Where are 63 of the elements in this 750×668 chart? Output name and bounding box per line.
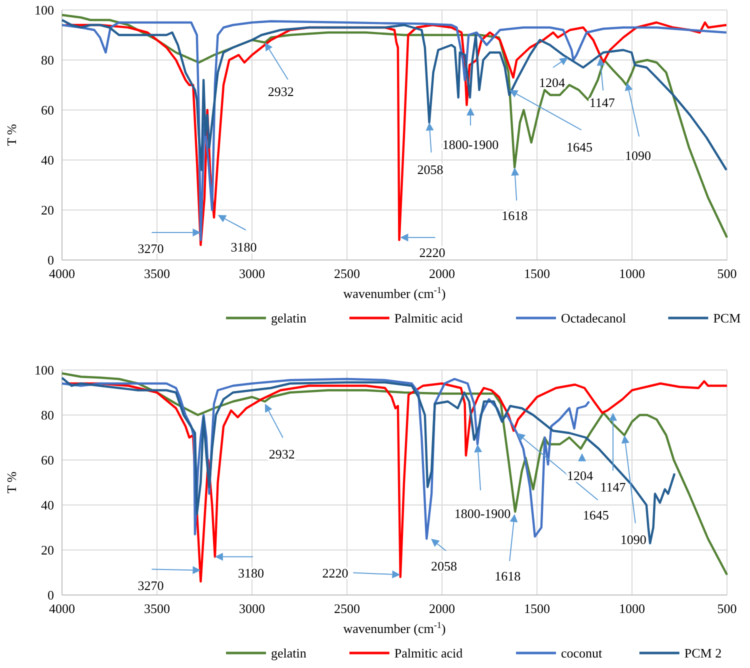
x-tick-label: 500 — [717, 601, 737, 616]
annotation: 1645 — [566, 140, 592, 155]
x-tick-label: 4000 — [49, 266, 75, 281]
y-tick-label: 80 — [41, 52, 54, 68]
x-tick-label: 1500 — [524, 266, 550, 281]
legend-label: gelatin — [271, 646, 307, 661]
x-tick-label: 2500 — [334, 601, 360, 616]
legend-label: coconut — [561, 646, 603, 661]
annotation: 2058 — [430, 558, 457, 574]
annotation: 1090 — [625, 148, 652, 164]
x-tick-label: 1000 — [619, 601, 645, 616]
y-tick-label: 60 — [41, 452, 54, 468]
annotation: 1204 — [538, 75, 566, 90]
y-tick-label: 100 — [34, 2, 54, 18]
annotation: 2932 — [268, 446, 295, 462]
line-series — [60, 376, 676, 544]
annotation: 2220 — [419, 245, 446, 260]
x-axis-title: wavenumber (cm$^{-1}$) — [343, 285, 446, 301]
legend-label: PCM 2 — [684, 646, 722, 661]
x-tick-label: 1500 — [524, 601, 550, 616]
x-tick-label: 3500 — [144, 601, 170, 616]
legend-label: PCM — [713, 310, 742, 326]
x-tick-label: 2000 — [429, 601, 455, 616]
x-tick-label: 2000 — [429, 266, 455, 281]
x-tick-label: 500 — [717, 266, 737, 281]
y-tick-label: 100 — [34, 362, 54, 378]
x-tick-label: 4000 — [49, 601, 75, 616]
annotation: 2932 — [268, 84, 294, 100]
legend-label: Palmitic acid — [394, 646, 464, 661]
annotation: 3270 — [138, 578, 164, 593]
annotation: 1800-1900 — [454, 506, 511, 521]
x-tick-label: 3000 — [239, 266, 265, 281]
y-tick-label: 0 — [48, 588, 54, 603]
annotation: 3270 — [138, 241, 164, 256]
legend-label: Octadecanol — [561, 310, 626, 326]
annotation: 2058 — [417, 162, 444, 178]
y-tick-label: 40 — [41, 498, 54, 513]
annotation: 1147 — [600, 479, 626, 494]
annotation: 1618 — [494, 568, 521, 584]
annotation: 1147 — [589, 95, 616, 110]
y-axis-title: T % — [4, 471, 19, 494]
annotation: 1800-1900 — [442, 137, 499, 152]
x-tick-label: 2500 — [334, 266, 360, 281]
x-axis-title: wavenumber (cm$^{-1}$) — [343, 620, 446, 636]
y-tick-label: 0 — [48, 252, 54, 268]
legend-label: Palmitic acid — [394, 310, 464, 326]
annotation: 1090 — [620, 532, 646, 547]
annotation: 2220 — [322, 565, 348, 580]
annotation: 3180 — [238, 565, 264, 580]
x-tick-label: 3500 — [144, 266, 170, 281]
x-tick-label: 3000 — [239, 601, 265, 616]
x-tick-label: 1000 — [619, 266, 645, 281]
annotation: 1204 — [567, 468, 594, 483]
y-tick-label: 40 — [41, 152, 54, 168]
y-tick-label: 20 — [41, 202, 54, 218]
annotation: 3180 — [230, 240, 257, 255]
annotation: 1618 — [502, 208, 528, 224]
legend-label: gelatin — [271, 310, 307, 326]
y-tick-label: 60 — [41, 102, 54, 118]
y-axis-title: T % — [4, 124, 19, 146]
annotation: 1645 — [582, 508, 609, 523]
y-tick-label: 20 — [41, 542, 54, 558]
y-tick-label: 80 — [41, 408, 54, 423]
